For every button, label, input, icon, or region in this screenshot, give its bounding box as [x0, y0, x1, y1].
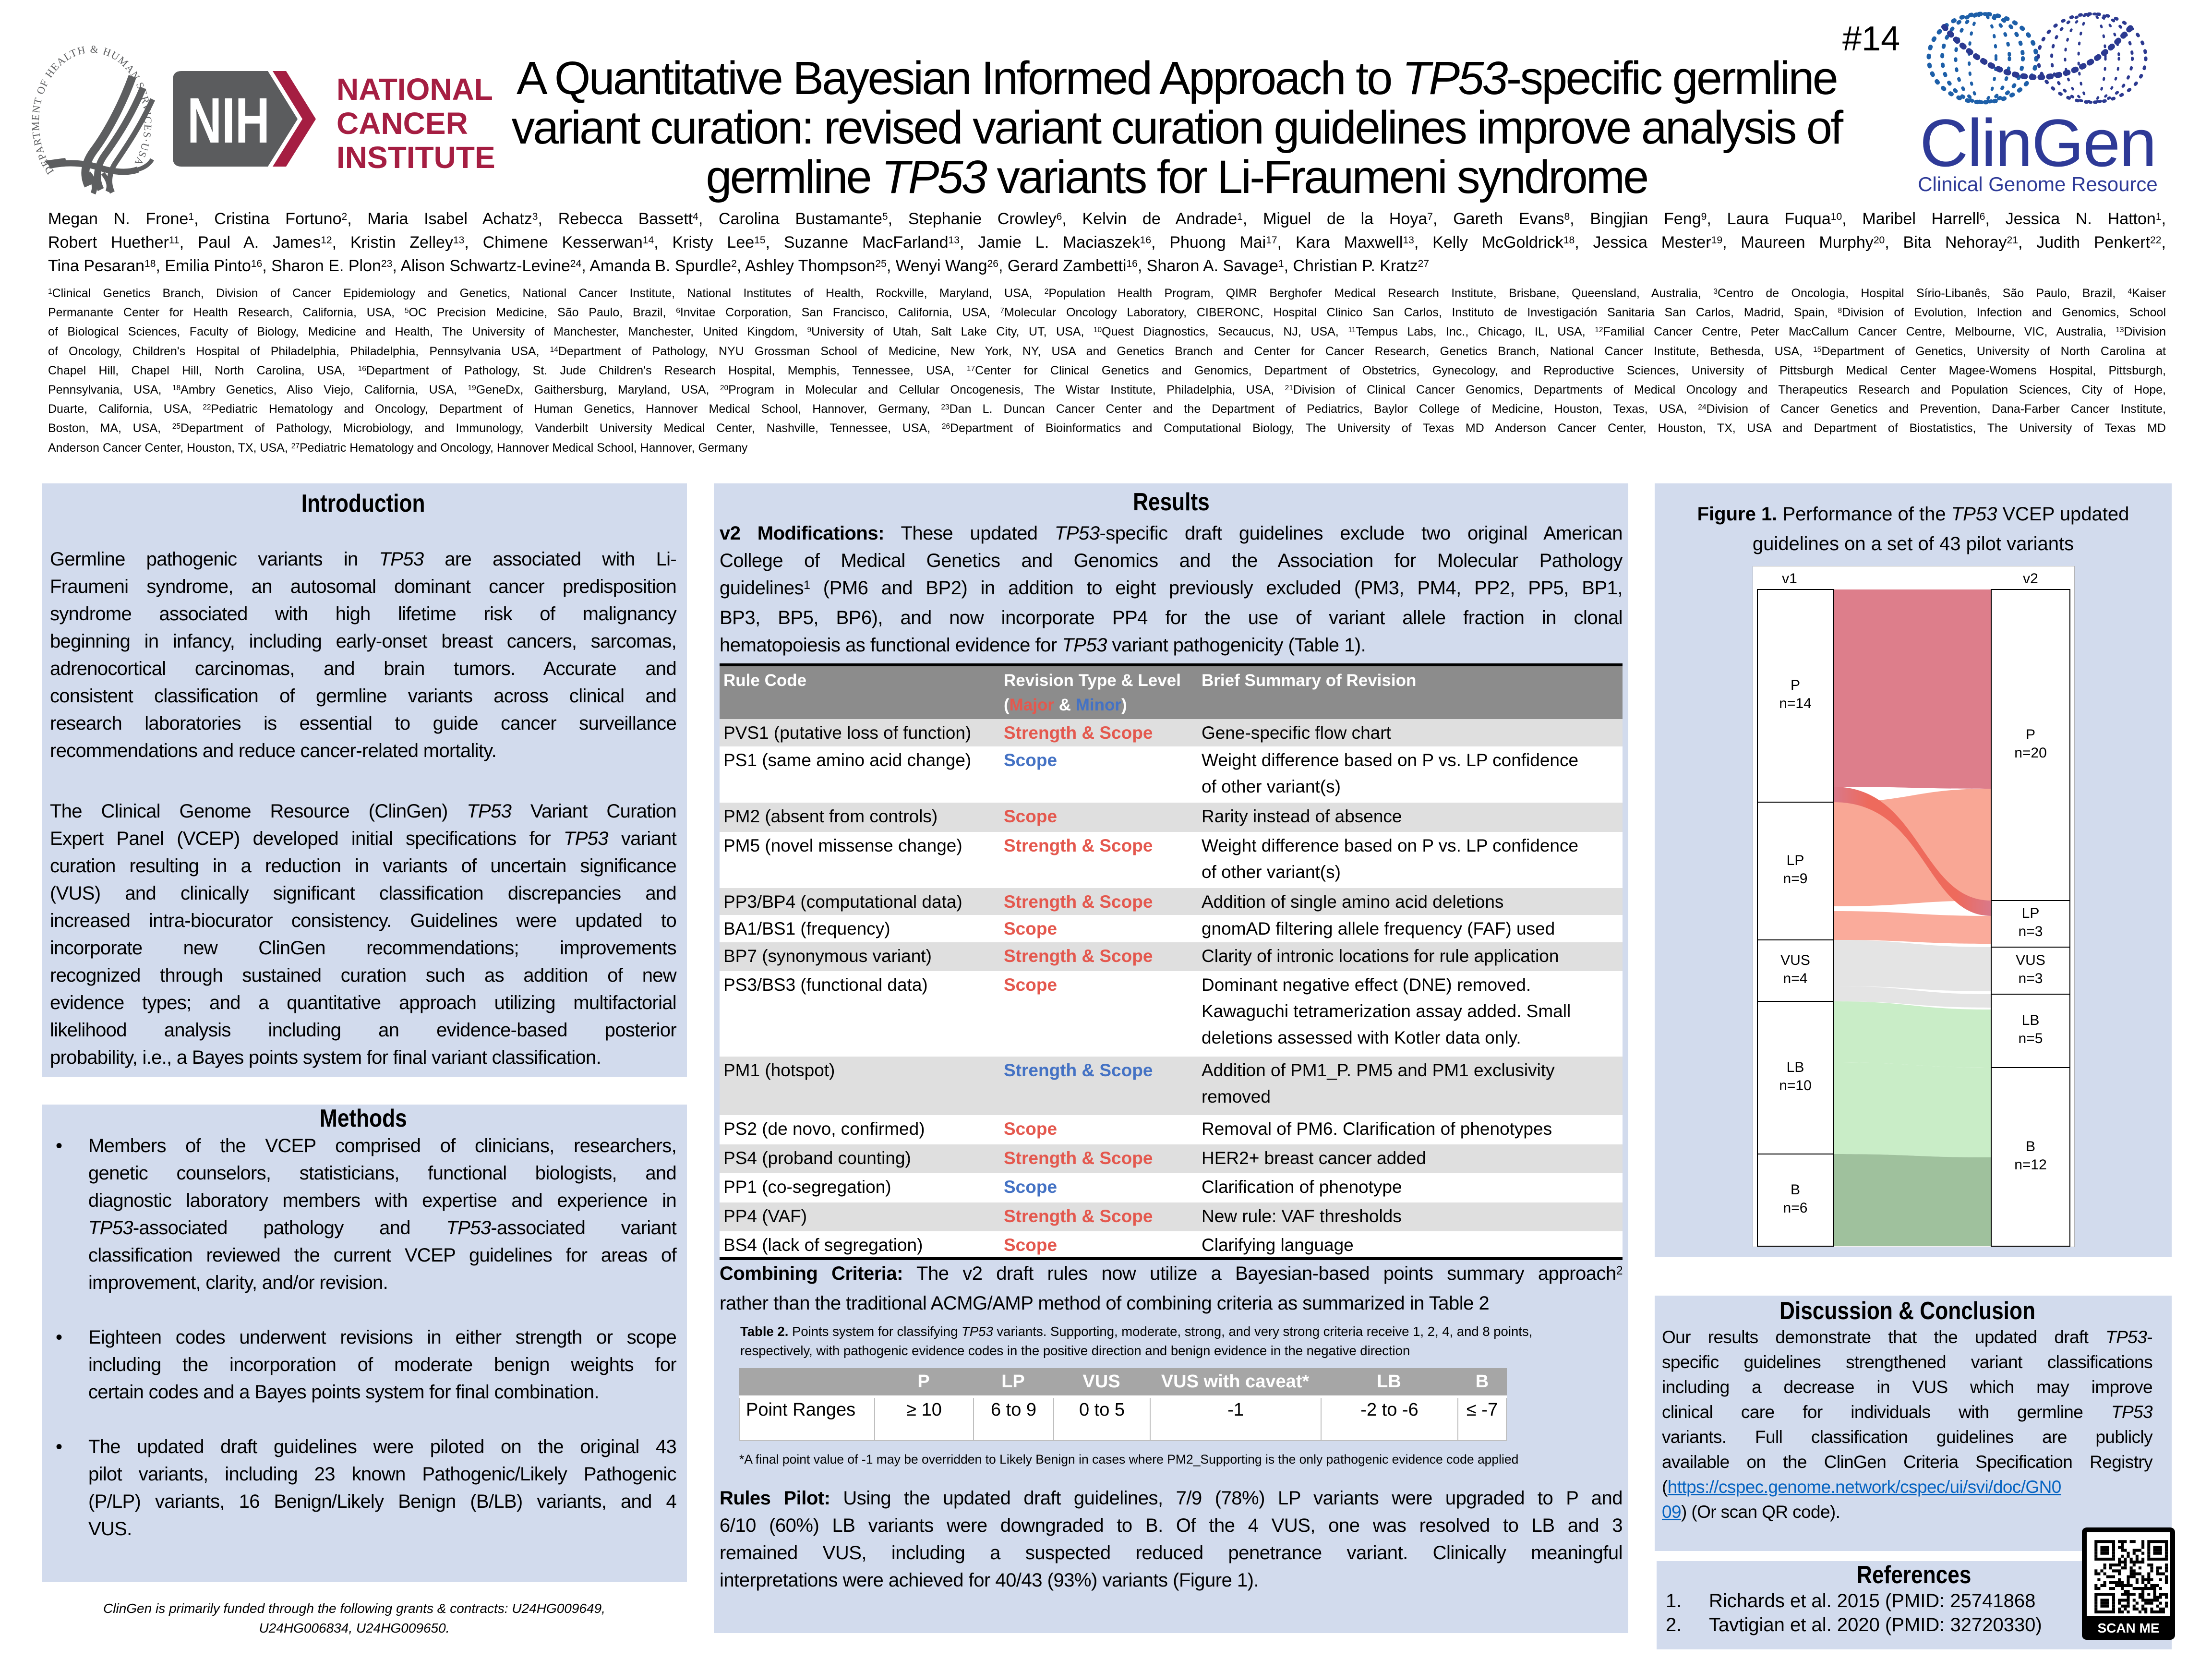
svg-text:n=12: n=12	[2014, 1157, 2047, 1173]
svg-text:n=20: n=20	[2014, 745, 2047, 761]
svg-text:n=3: n=3	[2019, 924, 2043, 939]
svg-text:v2: v2	[2023, 571, 2038, 587]
svg-text:NIH: NIH	[187, 85, 270, 156]
svg-text:n=14: n=14	[1779, 696, 1812, 711]
svg-text:ClinGen: ClinGen	[1920, 105, 2156, 180]
svg-text:n=6: n=6	[1783, 1200, 1808, 1216]
svg-text:v1: v1	[1782, 571, 1797, 587]
svg-text:LB: LB	[2022, 1012, 2040, 1028]
svg-text:B: B	[1791, 1182, 1800, 1198]
svg-text:P: P	[2026, 727, 2035, 743]
svg-text:Clinical Genome Resource: Clinical Genome Resource	[1918, 173, 2158, 195]
svg-text:LB: LB	[1787, 1059, 1804, 1075]
svg-text:LP: LP	[1787, 853, 1804, 868]
svg-text:P: P	[1791, 677, 1800, 693]
svg-text:VUS: VUS	[1780, 952, 1810, 968]
svg-text:n=9: n=9	[1783, 871, 1808, 887]
svg-text:SCAN ME: SCAN ME	[2097, 1621, 2159, 1635]
svg-text:n=3: n=3	[2019, 971, 2043, 986]
svg-text:LP: LP	[2022, 905, 2040, 921]
svg-text:n=4: n=4	[1783, 971, 1808, 986]
svg-text:n=10: n=10	[1779, 1078, 1812, 1094]
svg-text:VUS: VUS	[2016, 952, 2045, 968]
svg-text:n=5: n=5	[2019, 1031, 2043, 1046]
svg-text:B: B	[2026, 1139, 2035, 1154]
